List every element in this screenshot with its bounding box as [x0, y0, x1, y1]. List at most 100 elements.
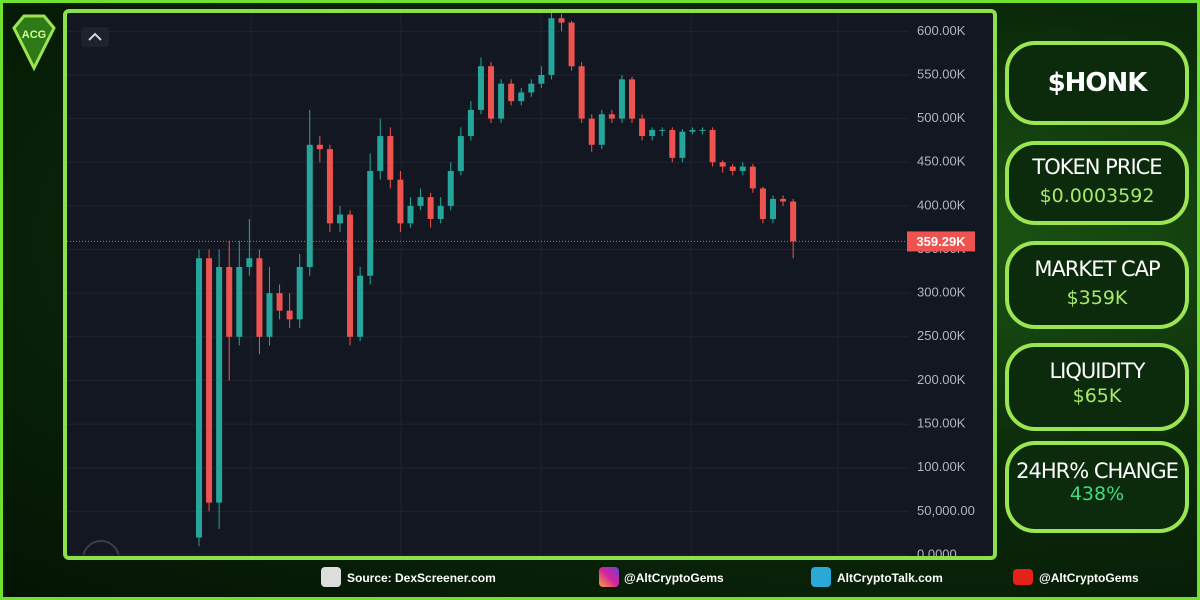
- candle-body: [598, 114, 605, 145]
- candle-body: [618, 79, 625, 119]
- site-icon: [811, 567, 831, 587]
- panel-value: $65K: [1072, 385, 1122, 407]
- panel-title: TOKEN PRICE: [1032, 155, 1162, 179]
- candle-body: [236, 266, 243, 337]
- candle-body: [417, 197, 424, 206]
- liquidity-panel: LIQUIDITY $65K: [1005, 343, 1189, 431]
- y-tick-label: 400.00K: [917, 197, 966, 212]
- candle-body: [286, 310, 293, 320]
- chart: 0.0000 50,000.00 100.00K 150.00K 200.00K 250.…: [67, 13, 975, 556]
- candle-body: [457, 136, 464, 171]
- candle-body: [669, 129, 676, 158]
- candle-body: [226, 266, 233, 337]
- chart-panel: 0.0000 50,000.00 100.00K 150.00K 200.00K 250.…: [63, 9, 997, 560]
- candle-body: [699, 129, 706, 131]
- candle-body: [769, 198, 776, 219]
- candle-body: [397, 179, 404, 224]
- candle-body: [588, 118, 595, 145]
- last-price-box: [907, 231, 975, 252]
- candle-body: [548, 18, 555, 75]
- candle-body: [336, 214, 343, 224]
- panel-value: $359K: [1066, 287, 1128, 309]
- candle-body: [528, 83, 535, 93]
- candle-body: [749, 166, 756, 189]
- candle-body: [377, 136, 384, 171]
- panel-title: LIQUIDITY: [1049, 359, 1145, 383]
- candle-body: [296, 266, 303, 320]
- token-name: $HONK: [1047, 68, 1148, 98]
- candle-body: [407, 205, 414, 224]
- y-tick-label: 550.00K: [917, 66, 966, 81]
- collapse-button[interactable]: [81, 27, 109, 47]
- svg-text:ACG: ACG: [22, 29, 46, 41]
- candle-body: [719, 162, 726, 167]
- logo: ACG: [12, 14, 56, 72]
- candle-body: [206, 258, 213, 503]
- candle-body: [759, 188, 766, 219]
- candle-body: [518, 92, 525, 102]
- candle-body: [437, 205, 444, 219]
- y-tick-label: 50,000.00: [917, 503, 975, 518]
- mcap-panel: MARKET CAP $359K: [1005, 241, 1189, 329]
- panel-title: 24HR% CHANGE: [1016, 459, 1179, 483]
- candle-body: [347, 214, 354, 337]
- candle-body: [679, 131, 686, 158]
- youtube-icon: [1013, 569, 1033, 585]
- source: Source: DexScreener.com: [347, 571, 496, 585]
- candle-body: [216, 266, 223, 503]
- instagram[interactable]: @AltCryptoGems: [624, 571, 724, 585]
- y-tick-label: 200.00K: [917, 372, 966, 387]
- candle-body: [558, 18, 565, 23]
- candle-body: [427, 197, 434, 219]
- candle-body: [689, 129, 696, 132]
- y-tick-label: 600.00K: [917, 23, 966, 38]
- candle-body: [498, 83, 505, 119]
- instagram-icon: [599, 567, 619, 587]
- candle-body: [196, 258, 202, 538]
- y-tick-label: 0.0000: [917, 546, 957, 556]
- candle-body: [447, 170, 454, 206]
- candle-body: [387, 136, 394, 180]
- candle-body: [367, 170, 374, 276]
- y-tick-label: 500.00K: [917, 110, 966, 125]
- candle-body: [709, 129, 716, 163]
- candle-body: [790, 201, 797, 242]
- candle-body: [538, 74, 545, 84]
- candle-body: [488, 66, 495, 119]
- youtube[interactable]: @AltCryptoGems: [1039, 571, 1139, 585]
- candle-body: [568, 22, 575, 67]
- candle-body: [276, 293, 283, 311]
- candle-body: [246, 258, 253, 267]
- website[interactable]: AltCryptoTalk.com: [837, 571, 943, 585]
- candle-body: [508, 83, 515, 102]
- y-tick-label: 100.00K: [917, 459, 966, 474]
- candle-body: [266, 293, 273, 337]
- candle-body: [659, 129, 666, 131]
- candle-body: [608, 114, 615, 119]
- candle-body: [316, 144, 323, 150]
- candle-body: [477, 66, 484, 110]
- change-panel: 24HR% CHANGE 438%: [1005, 441, 1189, 533]
- candle-body: [639, 118, 646, 137]
- panel-value: 438%: [1069, 483, 1125, 505]
- candle-body: [729, 166, 736, 171]
- y-tick-label: 450.00K: [917, 154, 966, 169]
- candle-body: [780, 198, 787, 202]
- price-panel: TOKEN PRICE $0.0003592: [1005, 141, 1189, 225]
- candle-body: [256, 258, 263, 337]
- panel-value: $0.0003592: [1039, 185, 1155, 207]
- last-price-label: 359.29K: [916, 234, 966, 249]
- source-icon: [321, 567, 341, 587]
- candle-body: [649, 129, 656, 137]
- candle-body: [306, 144, 313, 267]
- candle-body: [357, 275, 364, 337]
- candle-body: [739, 166, 746, 171]
- candle-body: [578, 66, 585, 119]
- candle-body: [467, 109, 474, 137]
- candle-body: [326, 149, 333, 224]
- token-panel: $HONK: [1005, 41, 1189, 125]
- y-tick-label: 300.00K: [917, 285, 966, 300]
- y-tick-label: 150.00K: [917, 416, 966, 431]
- panel-title: MARKET CAP: [1034, 257, 1160, 281]
